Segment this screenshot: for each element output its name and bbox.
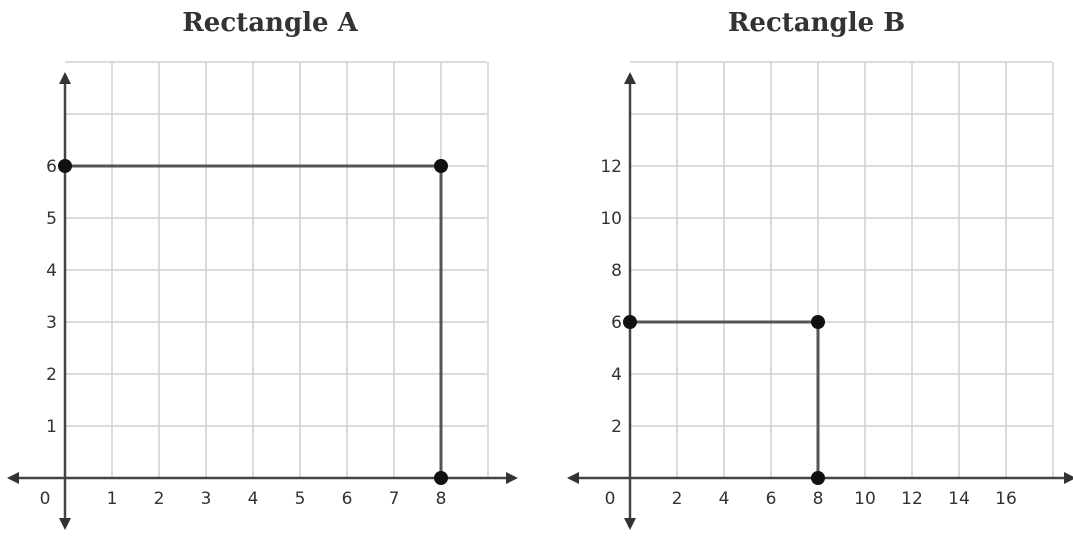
data-point — [623, 315, 637, 329]
x-tick-label: 6 — [766, 489, 777, 509]
y-tick-label: 3 — [46, 313, 57, 333]
x-tick-label: 5 — [295, 489, 306, 509]
y-tick-label: 6 — [46, 157, 57, 177]
x-tick-label: 8 — [436, 489, 447, 509]
x-tick-label: 14 — [948, 489, 970, 509]
x-tick-label: 2 — [154, 489, 165, 509]
plot-area: 0 2 4 6 8 10 12 14 16 2 4 6 8 10 12 — [567, 61, 1073, 530]
plot-area: 0 1 2 3 4 5 6 7 8 1 2 3 4 5 6 — [7, 61, 518, 530]
x-axis-arrow-left — [7, 472, 19, 484]
x-tick-label: 0 — [605, 489, 616, 509]
data-point — [434, 471, 448, 485]
y-axis-arrow-up — [624, 72, 636, 84]
y-axis-arrow-down — [59, 518, 71, 530]
y-tick-label: 4 — [611, 365, 622, 385]
y-tick-label: 10 — [600, 209, 622, 229]
y-tick-label: 5 — [46, 209, 57, 229]
x-tick-label: 4 — [248, 489, 259, 509]
chart-title: Rectangle A — [182, 8, 358, 38]
x-axis-arrow-right — [506, 472, 518, 484]
y-tick-label: 2 — [46, 365, 57, 385]
chart-rectangle-a: Rectangle A 0 1 2 3 4 5 6 7 8 1 2 3 4 5 6 — [7, 8, 518, 530]
y-tick-label: 4 — [46, 261, 57, 281]
y-tick-label: 2 — [611, 417, 622, 437]
x-tick-label: 8 — [813, 489, 824, 509]
x-tick-label: 16 — [995, 489, 1017, 509]
x-tick-label: 7 — [389, 489, 400, 509]
x-tick-label: 12 — [901, 489, 923, 509]
x-tick-label: 3 — [201, 489, 212, 509]
chart-rectangle-b: Rectangle B 0 2 4 6 8 10 12 14 16 2 4 6 8 10 12 — [560, 0, 1073, 537]
x-tick-label: 0 — [40, 489, 51, 509]
y-axis-arrow-down — [624, 518, 636, 530]
data-point — [811, 471, 825, 485]
x-tick-label: 1 — [107, 489, 118, 509]
x-tick-label: 6 — [342, 489, 353, 509]
y-tick-label: 1 — [46, 417, 57, 437]
data-point — [58, 159, 72, 173]
y-tick-label: 12 — [600, 157, 622, 177]
y-tick-label: 6 — [611, 313, 622, 333]
x-tick-label: 4 — [719, 489, 730, 509]
x-axis-arrow-right — [1064, 472, 1073, 484]
x-tick-label: 10 — [854, 489, 876, 509]
y-tick-label: 8 — [611, 261, 622, 281]
chart-title: Rectangle B — [727, 8, 906, 38]
y-axis-arrow-up — [59, 72, 71, 84]
x-axis-arrow-left — [567, 472, 579, 484]
data-point — [811, 315, 825, 329]
data-point — [434, 159, 448, 173]
x-tick-label: 2 — [672, 489, 683, 509]
